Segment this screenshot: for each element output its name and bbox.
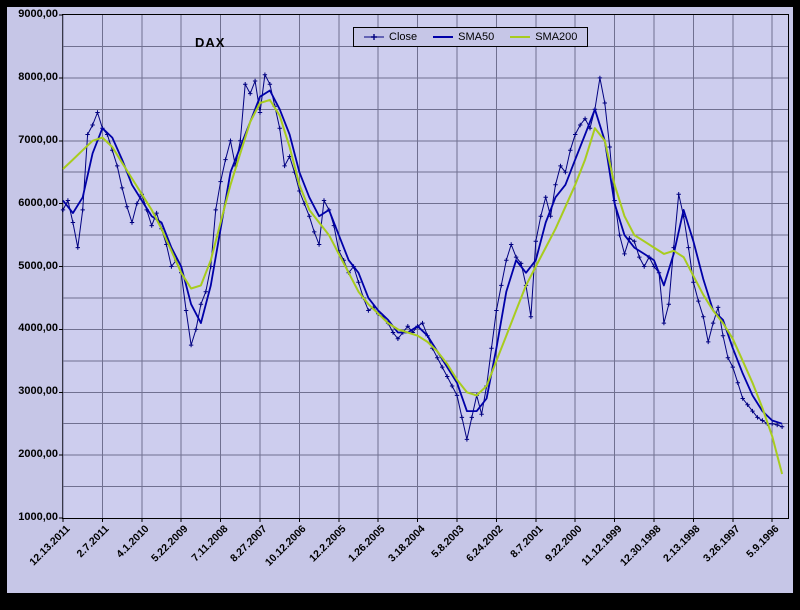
y-axis-label: 9000,00 <box>18 8 58 20</box>
plot-svg <box>59 14 788 522</box>
legend-item-sma200: SMA200 <box>510 31 577 43</box>
series-close-line <box>62 74 783 440</box>
y-axis-label: 3000,00 <box>18 385 58 397</box>
y-axis-label: 2000,00 <box>18 448 58 460</box>
y-axis-label: 1000,00 <box>18 511 58 523</box>
legend-swatch-close <box>364 34 384 40</box>
y-axis-label: 5000,00 <box>18 260 58 272</box>
legend-item-sma50: SMA50 <box>433 31 494 43</box>
series-sma50-line <box>62 89 783 425</box>
legend-swatch-sma200 <box>510 36 531 38</box>
plot-area <box>59 14 789 522</box>
legend-label-close: Close <box>389 31 418 43</box>
chart-frame: DAX 9000,00 8000,00 7000,00 6000,00 5000,00 4… <box>7 7 793 593</box>
y-axis-label: 8000,00 <box>18 71 58 83</box>
chart-legend: Close SMA50 SMA200 <box>353 27 589 47</box>
series-sma200-line <box>62 98 784 475</box>
y-axis-label: 7000,00 <box>18 134 58 146</box>
legend-item-close: Close <box>364 31 417 43</box>
legend-label-sma200: SMA200 <box>535 31 578 43</box>
legend-label-sma50: SMA50 <box>458 31 495 43</box>
chart-title: DAX <box>195 35 226 50</box>
gridlines <box>59 14 788 522</box>
y-axis-label: 6000,00 <box>18 197 58 209</box>
y-axis-label: 4000,00 <box>18 322 58 334</box>
legend-swatch-sma50 <box>433 36 454 38</box>
